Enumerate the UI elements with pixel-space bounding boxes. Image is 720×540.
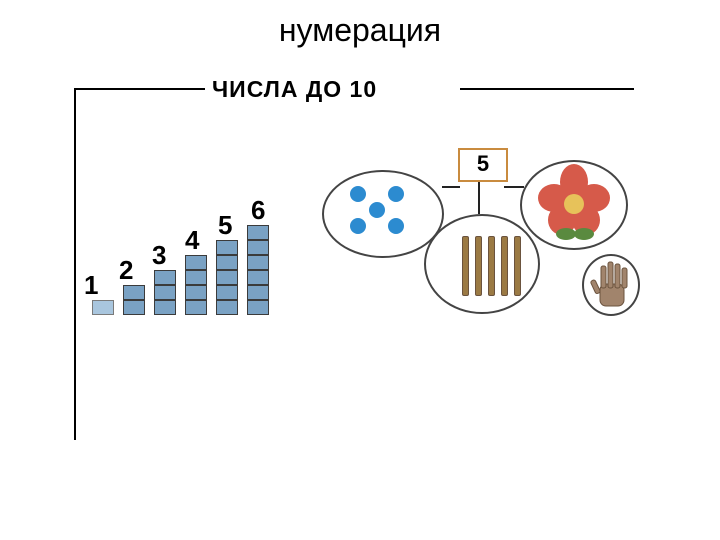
stick [462,236,469,296]
page-title: нумерация [0,12,720,49]
bar-cell [154,300,176,315]
connector [442,186,460,188]
bar-label-1: 1 [84,270,98,301]
bar-label-5: 5 [218,210,232,241]
stick [501,236,508,296]
bar-cell [247,240,269,255]
number-cluster: 5 [322,148,642,338]
bar-cell [216,300,238,315]
bar-cell [247,270,269,285]
stick [488,236,495,296]
dot [350,186,366,202]
bar-cell [154,285,176,300]
bar-cell [123,300,145,315]
dot [388,186,404,202]
bar-cell [216,240,238,255]
dot [388,218,404,234]
bar-cell [216,270,238,285]
bar-cell [123,285,145,300]
bar-cell [185,270,207,285]
hand-icon [584,256,638,314]
stick [475,236,482,296]
bar-label-3: 3 [152,240,166,271]
dots-oval [322,170,444,258]
flower-oval [520,160,628,250]
flower-icon [522,162,626,248]
subtitle: ЧИСЛА ДО 10 [212,76,377,103]
number-box: 5 [458,148,508,182]
bar-cell [216,285,238,300]
bar-label-4: 4 [185,225,199,256]
dot [350,218,366,234]
bar-label-6: 6 [251,195,265,226]
dot [369,202,385,218]
bar-cell [247,255,269,270]
bar-cell [247,285,269,300]
bar-cell [185,300,207,315]
bar-cell [216,255,238,270]
bar-cell [185,285,207,300]
connector [504,186,524,188]
bar-cell [154,270,176,285]
bar-cell [92,300,114,315]
frame-left [74,90,76,440]
bar-chart: 123456 [92,150,302,320]
bar-cell [185,255,207,270]
bar-cell [247,300,269,315]
connector [478,180,480,214]
bar-cell [247,225,269,240]
stick [514,236,521,296]
hand-oval [582,254,640,316]
bar-label-2: 2 [119,255,133,286]
